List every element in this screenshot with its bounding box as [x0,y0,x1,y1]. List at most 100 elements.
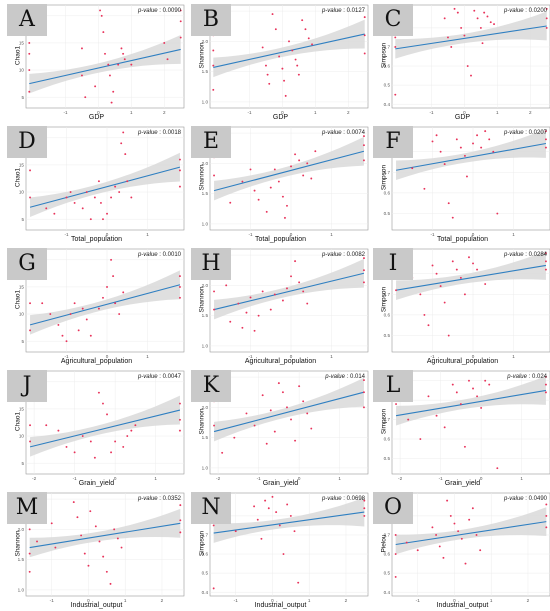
panel-letter-badge: I [373,248,413,280]
regression-line [29,522,181,549]
x-axis-label: Total_population [255,236,306,243]
panel-letter-badge: A [7,4,47,36]
data-point [73,201,76,204]
data-point [212,524,215,527]
data-point [281,67,284,70]
panel-letter-badge: F [373,126,413,158]
regression-line [29,48,181,85]
p-value-annotation: p-value : 0.0010 [138,252,181,258]
data-point [297,73,300,76]
y-tick-label: 15 [19,163,25,168]
y-tick-label: 0.4 [202,590,209,595]
data-point [451,383,454,386]
data-point [307,37,310,40]
data-point [450,46,453,48]
p-value-separator: : [157,374,163,380]
data-point [93,456,96,459]
data-point [407,418,410,421]
data-point [423,187,426,190]
data-point [468,518,471,521]
data-point [257,314,260,317]
data-point [108,74,111,77]
p-value-number: 0.0010 [162,252,181,258]
data-point [166,58,169,61]
p-value-label: p-value [137,8,158,14]
confidence-band [396,251,546,300]
data-point [302,290,305,293]
data-point [229,320,232,323]
data-point [28,69,31,72]
data-point [457,530,460,533]
data-point [106,413,108,416]
data-point [65,445,68,448]
y-tick-label: 0.7 [384,45,391,50]
data-point [114,302,117,305]
data-point [395,289,398,292]
scatter-plot: 0.50.60.70.80.9-2-101 [384,370,550,481]
data-point [102,296,104,299]
data-point [36,540,38,543]
data-point [395,403,398,405]
data-point [264,499,267,502]
data-point [120,546,123,549]
x-tick-label: 1 [490,598,493,603]
data-point [362,159,365,162]
x-tick-label: 0 [114,476,117,481]
data-point [310,427,313,430]
p-value-separator: : [157,252,163,258]
x-tick-label: 1 [330,232,333,237]
data-point [221,451,224,454]
x-tick-label: -1 [73,476,78,481]
data-point [363,514,366,517]
data-point [274,28,277,31]
x-tick-label: -1 [234,598,239,603]
data-point [85,191,88,194]
panel-letter-badge: C [373,4,413,36]
data-point [84,96,87,99]
regression-line [213,150,365,192]
data-point [446,499,449,502]
regression-line [213,391,365,433]
data-point [100,14,103,17]
data-point [306,412,309,415]
y-tick-label: 1.0 [202,222,209,227]
data-point [473,9,476,12]
data-point [265,442,268,445]
regression-line [213,511,365,534]
data-point [65,196,68,199]
data-point [480,406,483,409]
p-value-annotation: p-value : 0.0074 [322,130,365,136]
x-tick-label: 1 [146,232,149,237]
data-point [271,495,274,498]
x-tick-label: -2 [398,476,403,481]
data-point [443,301,446,304]
data-point [99,9,102,12]
y-tick-label: 5 [21,217,24,222]
y-axis-label: Chao1 [14,289,22,310]
data-point [451,216,454,219]
x-tick-label: 0 [472,232,475,237]
p-value-annotation: p-value : 0.0200 [504,8,547,14]
data-point [463,34,466,37]
data-point [126,435,129,438]
data-point [260,537,263,540]
data-point [93,196,96,199]
data-point [29,329,32,332]
p-value-label: p-value [321,130,342,136]
x-tick-label: 0 [290,232,293,237]
x-tick-label: 1 [314,110,317,115]
data-point [468,379,470,382]
data-point [463,445,466,448]
x-tick-label: -1 [63,110,68,115]
y-tick-label: 0.5 [384,211,391,216]
y-tick-label: 0.4 [384,102,391,107]
p-value-number: 0.0090 [162,8,181,14]
x-tick-label: -1 [430,232,435,237]
data-point [212,587,215,590]
data-point [114,185,117,188]
x-tick-label: 1 [330,354,333,359]
x-axis-label: GDP [454,114,471,121]
data-point [266,73,269,76]
